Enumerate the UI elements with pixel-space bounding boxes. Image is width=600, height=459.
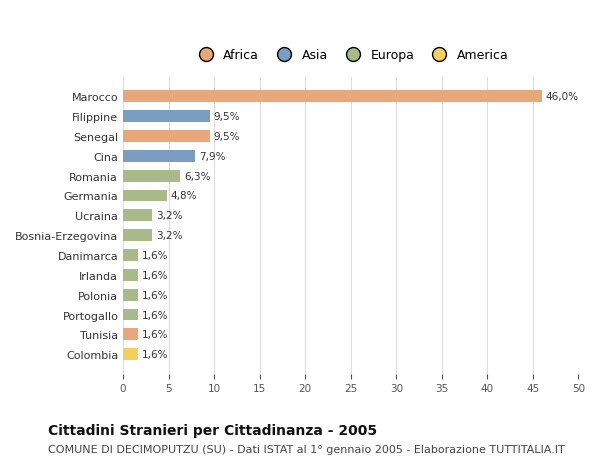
Text: 3,2%: 3,2% xyxy=(156,211,182,221)
Text: 9,5%: 9,5% xyxy=(213,112,240,122)
Text: COMUNE DI DECIMOPUTZU (SU) - Dati ISTAT al 1° gennaio 2005 - Elaborazione TUTTIT: COMUNE DI DECIMOPUTZU (SU) - Dati ISTAT … xyxy=(48,444,565,454)
Text: 1,6%: 1,6% xyxy=(142,251,168,260)
Bar xyxy=(123,190,167,202)
Text: 3,2%: 3,2% xyxy=(156,231,182,241)
Bar xyxy=(123,210,152,222)
Text: Cittadini Stranieri per Cittadinanza - 2005: Cittadini Stranieri per Cittadinanza - 2… xyxy=(48,423,377,437)
Text: 1,6%: 1,6% xyxy=(142,330,168,340)
Bar xyxy=(123,269,137,281)
Bar xyxy=(123,131,209,143)
Bar xyxy=(123,329,137,341)
Bar xyxy=(123,170,181,182)
Bar xyxy=(123,230,152,241)
Bar xyxy=(123,91,542,103)
Bar xyxy=(123,289,137,301)
Text: 46,0%: 46,0% xyxy=(545,92,578,102)
Text: 9,5%: 9,5% xyxy=(213,132,240,142)
Text: 4,8%: 4,8% xyxy=(170,191,197,201)
Text: 6,3%: 6,3% xyxy=(184,171,211,181)
Text: 1,6%: 1,6% xyxy=(142,270,168,280)
Text: 1,6%: 1,6% xyxy=(142,349,168,359)
Text: 7,9%: 7,9% xyxy=(199,151,225,162)
Bar xyxy=(123,111,209,123)
Text: 1,6%: 1,6% xyxy=(142,310,168,320)
Text: 1,6%: 1,6% xyxy=(142,290,168,300)
Bar xyxy=(123,348,137,360)
Legend: Africa, Asia, Europa, America: Africa, Asia, Europa, America xyxy=(190,45,512,66)
Bar xyxy=(123,151,195,162)
Bar xyxy=(123,250,137,261)
Bar xyxy=(123,309,137,321)
